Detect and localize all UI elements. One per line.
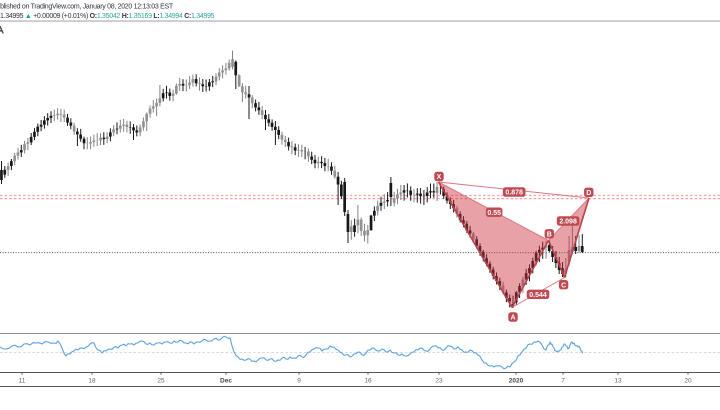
svg-text:23: 23	[435, 378, 443, 385]
svg-text:7: 7	[561, 378, 565, 385]
svg-text:C: C	[561, 282, 566, 289]
svg-text:Published on TradingView.com,: Published on TradingView.com, January 08…	[0, 4, 174, 11]
svg-text:D: D	[586, 190, 591, 197]
svg-text:X: X	[437, 174, 442, 181]
svg-text:20: 20	[684, 378, 692, 385]
svg-text:11: 11	[19, 378, 26, 385]
svg-text:2020: 2020	[509, 378, 524, 385]
svg-text:0.878: 0.878	[505, 190, 523, 197]
svg-text:13: 13	[614, 378, 622, 385]
svg-text:25: 25	[157, 378, 165, 385]
svg-text:B: B	[547, 231, 552, 238]
svg-text:A: A	[510, 315, 515, 322]
svg-text:18: 18	[88, 378, 96, 385]
svg-text:9: 9	[297, 378, 301, 385]
svg-text:2.098: 2.098	[559, 219, 577, 226]
svg-text:Dec: Dec	[220, 378, 232, 385]
svg-text:16: 16	[364, 378, 372, 385]
svg-text:0.55: 0.55	[487, 210, 501, 217]
svg-text:1.34995 ▲ +0.00009 (+0.01%) O:: 1.34995 ▲ +0.00009 (+0.01%) O:1.35042 H:…	[0, 13, 215, 20]
svg-text:0.544: 0.544	[529, 292, 547, 299]
